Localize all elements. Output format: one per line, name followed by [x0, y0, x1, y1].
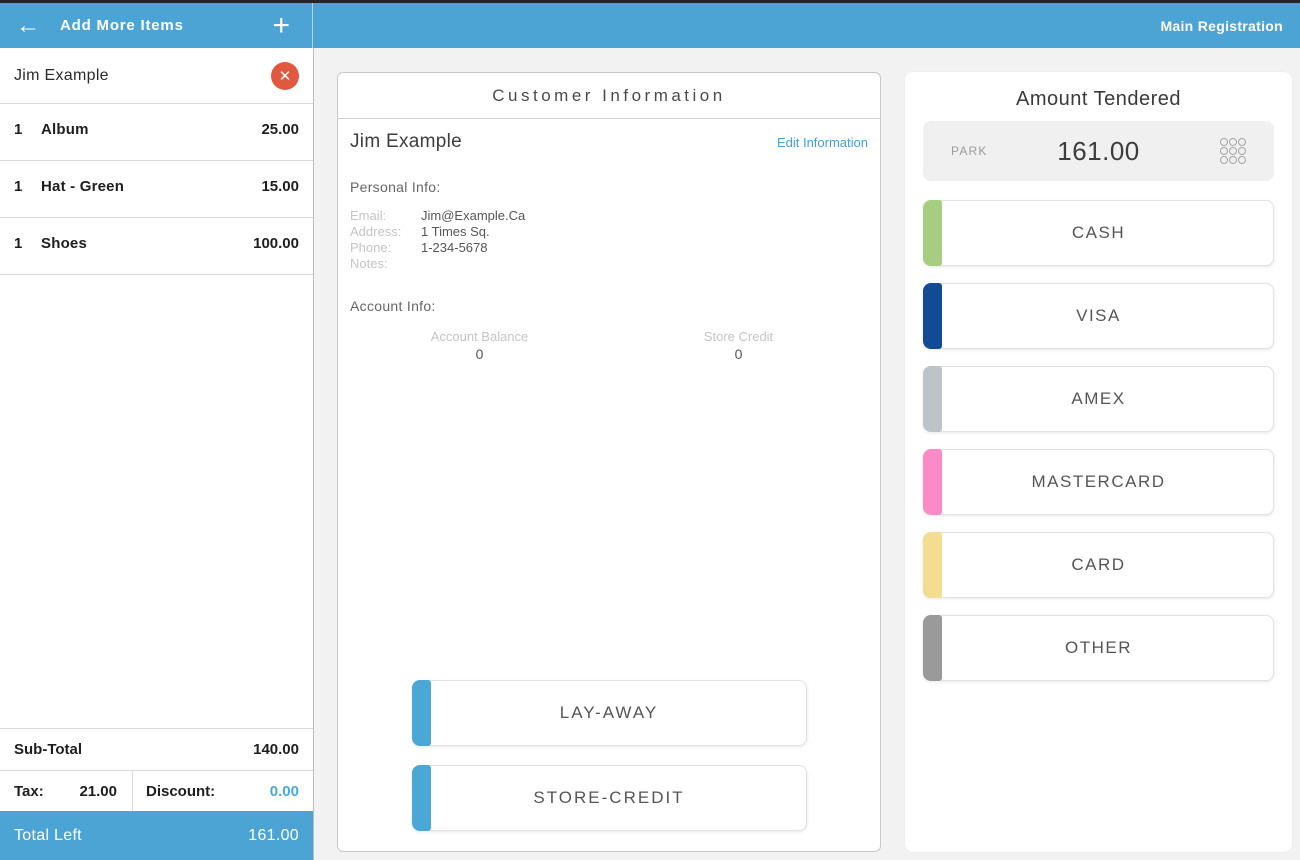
discount-cell[interactable]: Discount: 0.00 — [133, 771, 313, 811]
add-item-plus-icon[interactable]: + — [272, 8, 290, 42]
cart-customer-row: Jim Example ✕ — [0, 48, 313, 104]
spacer — [350, 362, 868, 680]
park-amount-box[interactable]: PARK 161.00 — [923, 121, 1274, 181]
window-top-strip — [0, 0, 1300, 3]
account-balance-col: Account Balance 0 — [350, 329, 609, 362]
payment-color-stripe — [923, 200, 942, 266]
personal-info-field-label: Email: — [350, 208, 387, 223]
cart-item-row[interactable]: 1 Shoes 100.00 — [0, 218, 313, 275]
edit-information-link[interactable]: Edit Information — [776, 135, 868, 150]
item-name: Album — [41, 121, 89, 138]
payment-method-list: CASH VISA AMEX MASTERCARD CARD — [923, 200, 1274, 681]
item-price: 25.00 — [261, 121, 299, 138]
payment-method-label: CARD — [1071, 555, 1126, 574]
action-color-stripe — [411, 680, 431, 746]
customer-action-button[interactable]: STORE-CREDIT — [411, 765, 807, 831]
item-name: Hat - Green — [41, 178, 125, 195]
personal-info-field-value: Jim@Example.Ca — [421, 208, 526, 223]
remove-customer-icon[interactable]: ✕ — [271, 61, 299, 90]
subtotal-label: Sub-Total — [14, 741, 83, 758]
customer-actions: LAY-AWAY STORE-CREDIT — [350, 680, 868, 831]
customer-header-row: Jim Example Edit Information — [350, 131, 868, 153]
payment-method-label: MASTERCARD — [1031, 472, 1166, 491]
payment-method-button[interactable]: MASTERCARD — [923, 449, 1274, 515]
tendered-amount-value: 161.00 — [1057, 135, 1140, 166]
payment-color-stripe — [923, 615, 942, 681]
payment-method-label: OTHER — [1065, 638, 1132, 657]
item-quantity: 1 — [14, 178, 23, 195]
subtotal-value: 140.00 — [253, 741, 299, 758]
amount-tendered-card: Amount Tendered PARK 161.00 CASH VISA AM… — [905, 72, 1292, 852]
payment-method-button[interactable]: CASH — [923, 200, 1274, 266]
customer-name: Jim Example — [350, 131, 463, 152]
personal-info-field-label: Address: — [350, 224, 402, 239]
item-quantity: 1 — [14, 121, 23, 138]
account-balances: Account Balance 0 Store Credit 0 — [350, 329, 868, 362]
payment-method-button[interactable]: VISA — [923, 283, 1274, 349]
cart-panel: Jim Example ✕ 1 Album 25.00 1 Hat - Gree… — [0, 48, 314, 860]
tax-discount-row: Tax: 21.00 Discount: 0.00 — [0, 770, 313, 811]
personal-info-label: Personal Info: — [350, 179, 441, 195]
personal-info-row: Email: Jim@Example.Ca — [350, 208, 868, 224]
store-credit-label: Store Credit — [703, 329, 774, 344]
payment-color-stripe — [923, 366, 942, 432]
total-left-bar: Total Left 161.00 — [0, 811, 313, 860]
amount-tendered-title: Amount Tendered — [1015, 88, 1182, 110]
tax-cell: Tax: 21.00 — [0, 771, 133, 811]
account-balance-value: 0 — [475, 346, 484, 362]
action-color-stripe — [411, 765, 431, 831]
register-name: Main Registration — [1160, 17, 1283, 34]
total-left-label: Total Left — [14, 826, 82, 844]
payment-method-label: AMEX — [1071, 389, 1126, 408]
personal-info-field-value: 1-234-5678 — [421, 240, 488, 255]
customer-information-body: Jim Example Edit Information Personal In… — [338, 119, 880, 851]
item-quantity: 1 — [14, 235, 23, 252]
park-label: PARK — [951, 144, 988, 158]
tax-label: Tax: — [14, 782, 44, 800]
account-balance-label: Account Balance — [430, 329, 529, 344]
payment-color-stripe — [923, 532, 942, 598]
customer-action-button[interactable]: LAY-AWAY — [411, 680, 807, 746]
keypad-icon[interactable] — [1220, 138, 1246, 164]
payment-color-stripe — [923, 283, 942, 349]
account-info-label: Account Info: — [350, 298, 436, 314]
personal-info-row: Address: 1 Times Sq. — [350, 224, 868, 240]
payment-method-label: CASH — [1071, 223, 1126, 242]
subtotal-row: Sub-Total 140.00 — [0, 728, 313, 770]
cart-totals: Sub-Total 140.00 Tax: 21.00 Discount: 0.… — [0, 728, 313, 860]
item-price: 100.00 — [253, 235, 299, 252]
item-name: Shoes — [41, 235, 88, 252]
total-left-value: 161.00 — [248, 826, 299, 844]
top-bar-right: Main Registration — [313, 3, 1300, 48]
cart-customer-name: Jim Example — [14, 66, 109, 84]
personal-info-grid: Email: Jim@Example.Ca Address: 1 Times S… — [350, 208, 868, 272]
discount-value: 0.00 — [269, 782, 299, 800]
top-bar: ← Add More Items + Main Registration — [0, 3, 1300, 48]
payment-method-button[interactable]: CARD — [923, 532, 1274, 598]
cart-item-row[interactable]: 1 Hat - Green 15.00 — [0, 161, 313, 218]
personal-info-field-value: 1 Times Sq. — [421, 224, 490, 239]
payment-method-label: VISA — [1076, 306, 1121, 325]
personal-info-row: Phone: 1-234-5678 — [350, 240, 868, 256]
personal-info-field-label: Phone: — [350, 240, 392, 255]
customer-action-label: LAY-AWAY — [559, 703, 659, 722]
cart-item-row[interactable]: 1 Album 25.00 — [0, 104, 313, 161]
customer-information-card: Customer Information Jim Example Edit In… — [337, 72, 881, 852]
store-credit-col: Store Credit 0 — [609, 329, 868, 362]
item-price: 15.00 — [261, 178, 299, 195]
personal-info-field-label: Notes: — [350, 256, 388, 271]
payment-color-stripe — [923, 449, 942, 515]
tax-value: 21.00 — [79, 782, 117, 800]
top-bar-left: ← Add More Items + — [0, 3, 313, 48]
customer-action-label: STORE-CREDIT — [533, 788, 685, 807]
customer-information-title: Customer Information — [338, 73, 880, 119]
store-credit-value: 0 — [734, 346, 743, 362]
personal-info-row: Notes: — [350, 256, 868, 272]
discount-label: Discount: — [146, 782, 216, 800]
back-arrow-icon[interactable]: ← — [16, 11, 40, 39]
add-more-items-title: Add More Items — [60, 17, 184, 34]
payment-method-button[interactable]: AMEX — [923, 366, 1274, 432]
payment-method-button[interactable]: OTHER — [923, 615, 1274, 681]
